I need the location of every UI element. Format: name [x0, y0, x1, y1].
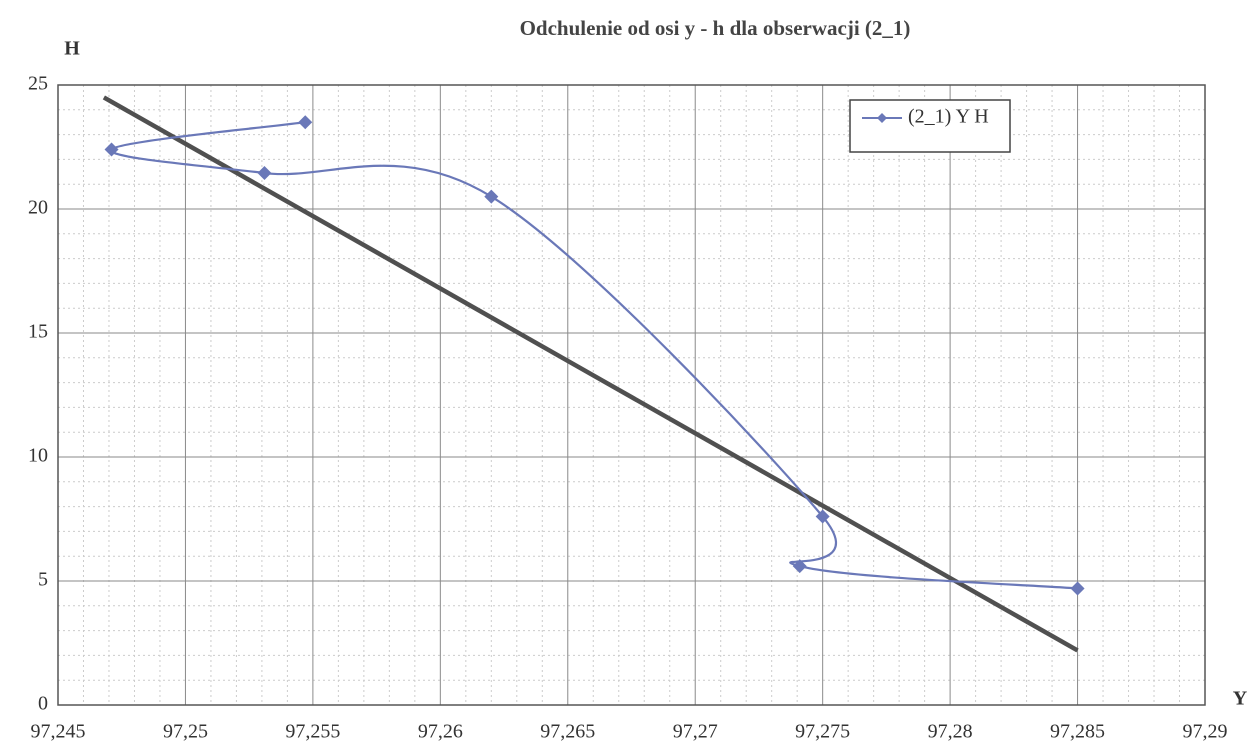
x-tick-label: 97,275 [795, 721, 850, 743]
marker [1070, 581, 1085, 596]
marker [298, 115, 313, 130]
x-tick-label: 97,25 [163, 721, 208, 743]
x-tick-label: 97,255 [285, 721, 340, 743]
x-tick-label: 97,28 [928, 721, 973, 743]
trendline [102, 95, 1079, 653]
y-tick-label: 25 [28, 73, 48, 95]
x-tick-label: 97,27 [673, 721, 718, 743]
plot-border [57, 84, 1206, 706]
y-tick-label: 0 [38, 693, 48, 715]
x-tick-label: 97,285 [1050, 721, 1105, 743]
marker [484, 189, 499, 204]
y-tick-label: 5 [38, 569, 48, 591]
x-tick-label: 97,265 [540, 721, 595, 743]
series-line [110, 121, 1078, 590]
x-tick-label: 97,29 [1183, 721, 1228, 743]
marker [104, 142, 119, 157]
marker [815, 509, 830, 524]
chart-title: Odchulenie od osi y - h dla obserwacji (… [520, 16, 911, 40]
legend-marker [877, 113, 887, 123]
marker [257, 166, 272, 181]
marker [792, 559, 807, 574]
legend-box [849, 99, 1011, 153]
y-tick-label: 10 [28, 445, 48, 467]
y-tick-label: 15 [28, 321, 48, 343]
legend-label: (2_1) Y H [908, 106, 989, 128]
x-axis-label: Y [1233, 688, 1248, 710]
y-axis-label: H [64, 38, 80, 60]
x-tick-label: 97,26 [418, 721, 463, 743]
x-tick-label: 97,245 [31, 721, 86, 743]
y-tick-label: 20 [28, 197, 48, 219]
